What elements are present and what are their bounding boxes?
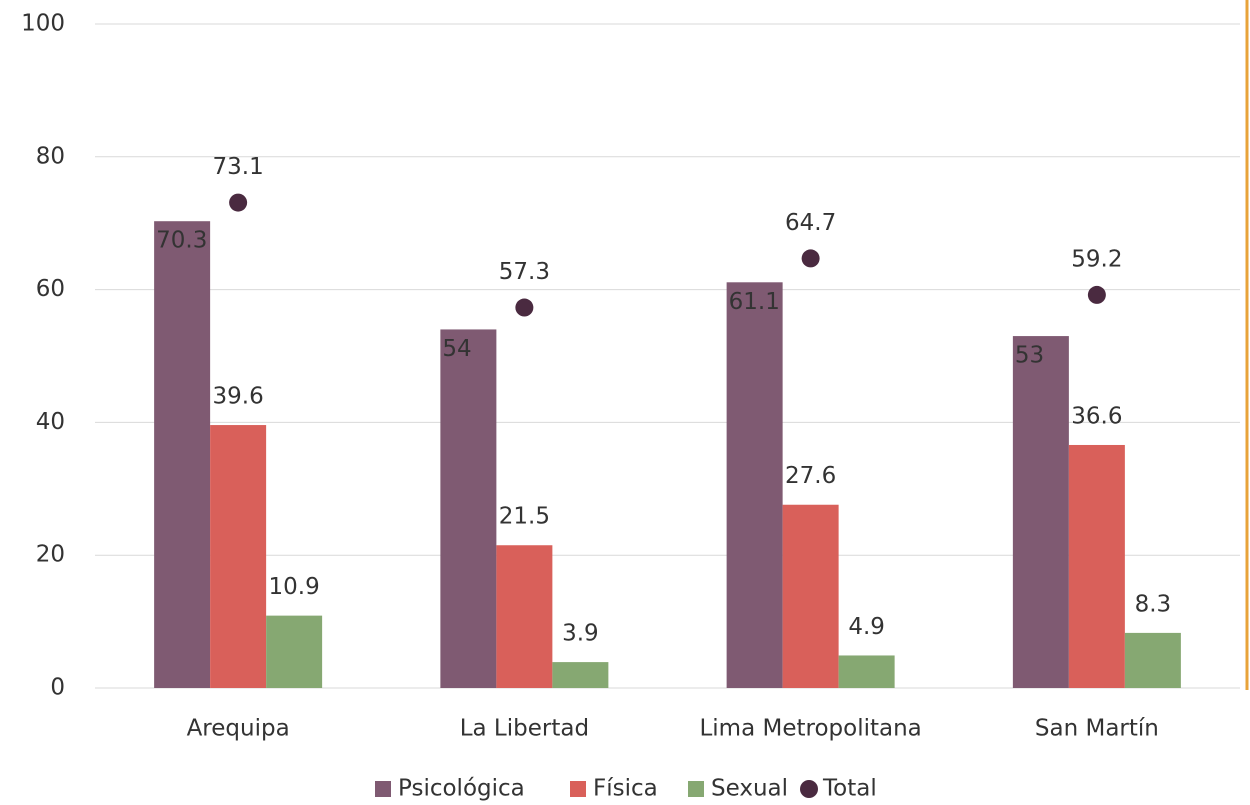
bar (154, 221, 211, 688)
bar (1068, 444, 1125, 688)
bar (440, 329, 497, 688)
y-tick-label: 80 (36, 143, 65, 169)
y-tick-label: 60 (36, 276, 65, 302)
data-label: 73.1 (213, 154, 264, 180)
legend-marker (570, 781, 586, 797)
data-label: 53 (1015, 343, 1044, 369)
legend-label: Sexual (711, 776, 788, 802)
x-tick-label: La Libertad (460, 716, 589, 742)
bar (266, 615, 323, 688)
data-label: 59.2 (1071, 246, 1122, 272)
y-tick-label: 0 (50, 675, 65, 701)
legend-marker (375, 781, 391, 797)
data-label: 21.5 (499, 504, 550, 530)
y-tick-label: 40 (36, 409, 65, 435)
legend-label: Total (822, 776, 877, 802)
bar (210, 425, 267, 688)
x-tick-label: Lima Metropolitana (699, 716, 921, 742)
legend-marker (688, 781, 704, 797)
data-label: 64.7 (785, 210, 836, 236)
point (229, 193, 248, 212)
data-label: 27.6 (785, 463, 836, 489)
bar (782, 504, 839, 688)
data-label: 10.9 (269, 574, 320, 600)
bar (496, 545, 553, 688)
legend-label: Física (593, 776, 658, 802)
point (801, 249, 820, 268)
data-label: 8.3 (1135, 591, 1172, 617)
data-label: 36.6 (1071, 403, 1122, 429)
data-label: 4.9 (848, 614, 885, 640)
bar (1012, 336, 1069, 688)
data-label: 3.9 (562, 621, 599, 647)
legend-marker (800, 780, 818, 798)
legend-label: Psicológica (398, 776, 525, 802)
data-label: 39.6 (213, 384, 264, 410)
bar (1124, 632, 1181, 688)
data-label: 57.3 (499, 259, 550, 285)
data-label: 61.1 (729, 289, 780, 315)
x-tick-label: San Martín (1035, 716, 1159, 742)
bar (838, 655, 895, 688)
data-label: 70.3 (156, 228, 207, 254)
point (515, 298, 534, 317)
x-tick-label: Arequipa (187, 716, 290, 742)
data-label: 54 (442, 336, 471, 362)
y-tick-label: 100 (21, 11, 65, 37)
point (1087, 285, 1106, 304)
bar (726, 282, 783, 688)
y-tick-label: 20 (36, 542, 65, 568)
bar (552, 662, 609, 688)
